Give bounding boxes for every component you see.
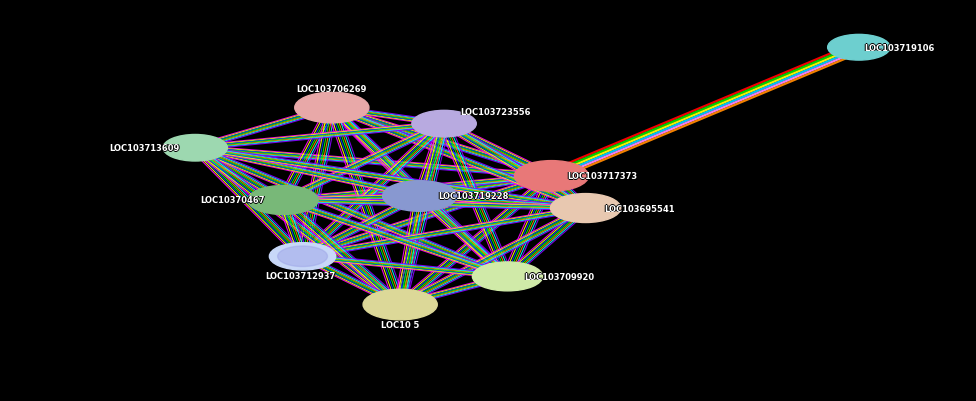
- Text: LOC103719106: LOC103719106: [866, 44, 936, 53]
- Text: LOC103706269: LOC103706269: [297, 85, 367, 93]
- Text: LOC103713609: LOC103713609: [110, 144, 181, 153]
- Circle shape: [412, 111, 476, 138]
- Text: LOC10370467: LOC10370467: [200, 196, 264, 205]
- Text: LOC10 5: LOC10 5: [381, 321, 420, 330]
- Text: LOC103717373: LOC103717373: [567, 172, 637, 181]
- Text: LOC103719106: LOC103719106: [865, 44, 935, 53]
- Circle shape: [278, 246, 328, 267]
- Text: LOC103719106: LOC103719106: [864, 44, 934, 53]
- Text: LOC103723556: LOC103723556: [461, 108, 531, 117]
- Circle shape: [363, 290, 437, 320]
- Text: LOC103695541: LOC103695541: [604, 205, 674, 213]
- Text: LOC103719228: LOC103719228: [438, 192, 508, 200]
- Text: LOC103712937: LOC103712937: [264, 271, 335, 280]
- Text: LOC103717373: LOC103717373: [567, 172, 637, 180]
- Text: LOC103719228: LOC103719228: [438, 192, 508, 201]
- Text: LOC103712937: LOC103712937: [266, 271, 337, 280]
- Circle shape: [248, 186, 318, 215]
- Text: LOC103709920: LOC103709920: [525, 272, 595, 281]
- Text: LOC103719106: LOC103719106: [865, 44, 935, 53]
- Circle shape: [514, 161, 589, 192]
- Text: LOC103712937: LOC103712937: [265, 271, 336, 280]
- Text: LOC103695541: LOC103695541: [603, 204, 673, 213]
- Text: LOC103695541: LOC103695541: [605, 204, 675, 213]
- Text: LOC103717373: LOC103717373: [566, 172, 636, 181]
- Text: LOC103713609: LOC103713609: [108, 144, 179, 153]
- Text: LOC10 5: LOC10 5: [381, 320, 420, 329]
- Text: LOC103713609: LOC103713609: [109, 144, 180, 153]
- Circle shape: [828, 35, 890, 61]
- Circle shape: [550, 194, 621, 223]
- Text: LOC103706269: LOC103706269: [296, 85, 366, 93]
- Text: LOC10 5: LOC10 5: [381, 320, 420, 329]
- Circle shape: [269, 243, 336, 270]
- Circle shape: [472, 262, 543, 291]
- Text: LOC103723556: LOC103723556: [460, 108, 530, 117]
- Text: LOC103719106: LOC103719106: [865, 43, 935, 52]
- Text: LOC103706269: LOC103706269: [297, 85, 367, 94]
- Text: LOC103717373: LOC103717373: [568, 172, 638, 181]
- Text: LOC103706269: LOC103706269: [297, 84, 367, 93]
- Text: LOC103695541: LOC103695541: [604, 204, 674, 213]
- Text: LOC103712937: LOC103712937: [265, 271, 336, 280]
- Text: LOC103713609: LOC103713609: [109, 144, 180, 152]
- Text: LOC10 5: LOC10 5: [382, 320, 421, 329]
- Text: LOC103709920: LOC103709920: [524, 272, 594, 281]
- Text: LOC10370467: LOC10370467: [200, 196, 264, 205]
- Text: LOC103713609: LOC103713609: [109, 144, 180, 153]
- Text: LOC10 5: LOC10 5: [380, 320, 419, 329]
- Circle shape: [295, 93, 369, 124]
- Circle shape: [163, 135, 227, 162]
- Text: LOC103709920: LOC103709920: [524, 273, 594, 282]
- Text: LOC103723556: LOC103723556: [461, 107, 531, 116]
- Text: LOC103723556: LOC103723556: [461, 108, 531, 117]
- Text: LOC103706269: LOC103706269: [298, 85, 368, 93]
- Text: LOC103709920: LOC103709920: [523, 272, 593, 281]
- Text: LOC10370467: LOC10370467: [200, 196, 264, 205]
- Text: LOC103723556: LOC103723556: [462, 108, 532, 117]
- Text: LOC10370467: LOC10370467: [199, 196, 264, 205]
- Text: LOC103709920: LOC103709920: [524, 272, 594, 281]
- Text: LOC103719228: LOC103719228: [437, 192, 508, 201]
- Text: LOC103719228: LOC103719228: [439, 192, 509, 201]
- Text: LOC103719228: LOC103719228: [438, 192, 508, 201]
- Text: LOC103712937: LOC103712937: [265, 272, 336, 281]
- Circle shape: [383, 181, 457, 212]
- Text: LOC103695541: LOC103695541: [604, 204, 674, 213]
- Text: LOC10370467: LOC10370467: [201, 196, 265, 205]
- Text: LOC103717373: LOC103717373: [567, 172, 637, 181]
